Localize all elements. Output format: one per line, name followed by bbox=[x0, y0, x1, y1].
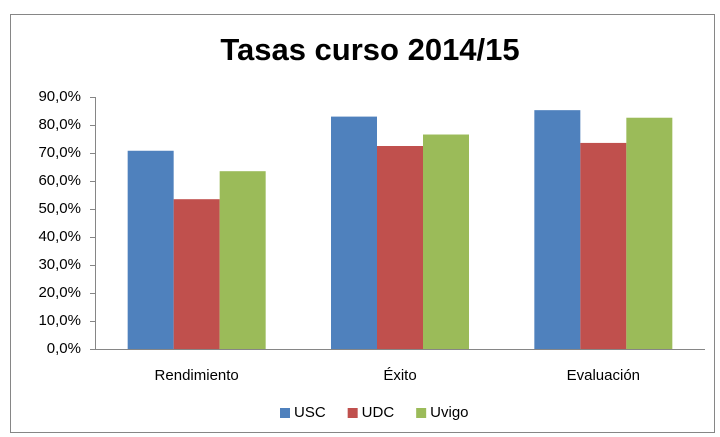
bar bbox=[173, 199, 220, 349]
bar bbox=[580, 142, 627, 349]
legend-label: UDC bbox=[362, 404, 395, 421]
bar bbox=[331, 116, 377, 349]
bar bbox=[127, 150, 174, 349]
legend-swatch bbox=[280, 408, 290, 418]
bar bbox=[219, 171, 266, 349]
y-tick-label: 0,0% bbox=[47, 340, 81, 357]
x-tick-label: Éxito bbox=[383, 367, 416, 384]
legend-label: USC bbox=[294, 404, 326, 421]
x-tick-label: Evaluación bbox=[567, 367, 640, 384]
y-tick-label: 20,0% bbox=[38, 284, 81, 301]
bar bbox=[423, 134, 469, 349]
y-tick-label: 60,0% bbox=[38, 172, 81, 189]
y-tick-label: 10,0% bbox=[38, 312, 81, 329]
y-tick-label: 50,0% bbox=[38, 200, 81, 217]
y-tick-label: 90,0% bbox=[38, 88, 81, 105]
y-tick-label: 30,0% bbox=[38, 256, 81, 273]
x-tick-label: Rendimiento bbox=[155, 367, 239, 384]
legend-swatch bbox=[347, 408, 358, 418]
legend-label: Uvigo bbox=[430, 404, 468, 421]
bar bbox=[377, 146, 423, 349]
y-tick-label: 70,0% bbox=[38, 144, 81, 161]
y-tick-label: 80,0% bbox=[38, 116, 81, 133]
legend-swatch bbox=[416, 408, 427, 418]
y-tick-label: 40,0% bbox=[38, 228, 81, 245]
chart-title: Tasas curso 2014/15 bbox=[220, 32, 519, 67]
bar bbox=[534, 110, 581, 349]
bar bbox=[626, 117, 673, 349]
